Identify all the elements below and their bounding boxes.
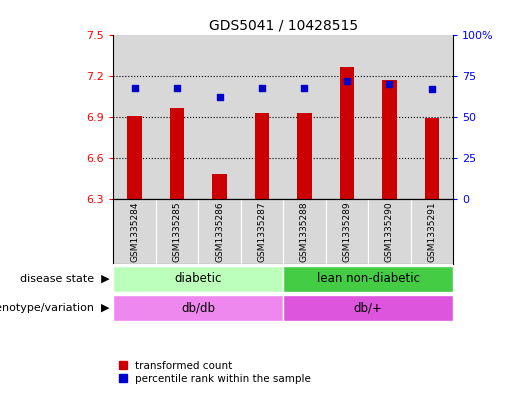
- Bar: [113, 35, 156, 199]
- Bar: [113, 199, 156, 264]
- Text: db/+: db/+: [354, 301, 383, 314]
- Bar: [382, 80, 397, 199]
- Point: [258, 84, 266, 91]
- Bar: [325, 199, 368, 264]
- Point: [173, 84, 181, 91]
- Legend: transformed count, percentile rank within the sample: transformed count, percentile rank withi…: [118, 361, 311, 384]
- Text: diabetic: diabetic: [175, 272, 222, 285]
- Bar: [198, 199, 241, 264]
- Text: GSM1335287: GSM1335287: [258, 201, 266, 262]
- Bar: [410, 199, 453, 264]
- Text: GSM1335285: GSM1335285: [173, 201, 181, 262]
- Bar: [283, 35, 325, 199]
- Bar: [212, 174, 227, 199]
- Point: [428, 86, 436, 92]
- Point: [343, 78, 351, 84]
- Bar: [339, 67, 354, 199]
- Point: [300, 84, 308, 91]
- Title: GDS5041 / 10428515: GDS5041 / 10428515: [209, 19, 358, 33]
- Bar: [368, 35, 410, 199]
- Bar: [283, 199, 325, 264]
- Bar: [156, 35, 198, 199]
- Bar: [113, 295, 283, 321]
- Bar: [283, 295, 453, 321]
- Text: GSM1335286: GSM1335286: [215, 201, 224, 262]
- Text: db/db: db/db: [181, 301, 215, 314]
- Bar: [127, 116, 142, 199]
- Bar: [297, 113, 312, 199]
- Text: GSM1335284: GSM1335284: [130, 201, 139, 262]
- Text: genotype/variation  ▶: genotype/variation ▶: [0, 303, 110, 313]
- Bar: [368, 199, 410, 264]
- Text: GSM1335289: GSM1335289: [342, 201, 351, 262]
- Bar: [424, 118, 439, 199]
- Bar: [241, 199, 283, 264]
- Bar: [254, 113, 269, 199]
- Bar: [198, 35, 241, 199]
- Text: disease state  ▶: disease state ▶: [20, 274, 110, 284]
- Bar: [410, 35, 453, 199]
- Text: lean non-diabetic: lean non-diabetic: [317, 272, 420, 285]
- Text: GSM1335288: GSM1335288: [300, 201, 309, 262]
- Point: [130, 84, 139, 91]
- Bar: [241, 35, 283, 199]
- Text: GSM1335291: GSM1335291: [427, 201, 436, 262]
- Bar: [325, 35, 368, 199]
- Bar: [156, 199, 198, 264]
- Bar: [283, 266, 453, 292]
- Point: [385, 81, 393, 88]
- Bar: [169, 108, 184, 199]
- Text: GSM1335290: GSM1335290: [385, 201, 394, 262]
- Bar: [113, 266, 283, 292]
- Point: [215, 94, 224, 101]
